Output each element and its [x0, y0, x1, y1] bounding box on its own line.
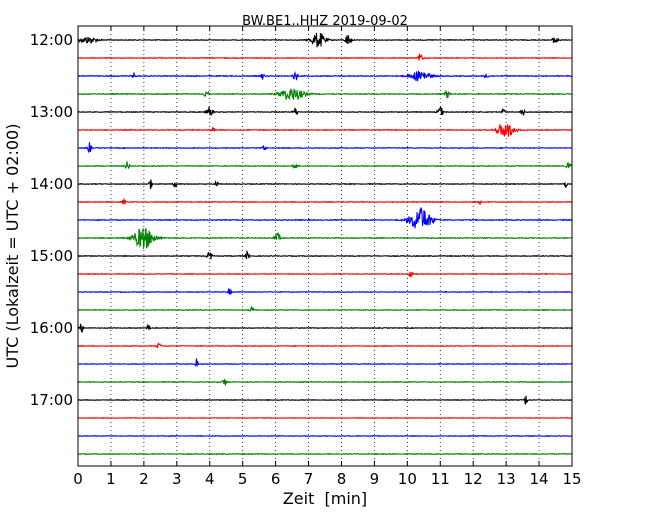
trace-1415	[77, 197, 573, 205]
y-tick-label: 17:00	[30, 391, 73, 409]
trace-1200	[77, 32, 573, 48]
x-tick-label: 12	[464, 470, 483, 488]
x-tick-label: 15	[562, 470, 581, 488]
plot-frame	[77, 25, 573, 467]
trace-1345	[77, 161, 573, 170]
trace-1215	[77, 53, 573, 61]
x-tick-label: 3	[172, 470, 182, 488]
trace-1445	[77, 228, 573, 249]
trace-1230	[77, 70, 573, 82]
x-axis-label: Zeit [min]	[283, 489, 367, 508]
x-tick-label: 7	[304, 470, 314, 488]
trace-1430	[77, 207, 573, 229]
y-tick-label: 12:00	[30, 31, 73, 49]
x-tick-label: 10	[398, 470, 417, 488]
y-axis-label: UTC (Lokalzeit = UTC + 02:00)	[3, 124, 22, 369]
trace-1600	[77, 323, 573, 334]
x-tick-label: 6	[271, 470, 281, 488]
trace-1545	[78, 305, 573, 312]
x-tick-label: 8	[337, 470, 347, 488]
trace-1530	[77, 287, 573, 295]
trace-group	[77, 32, 573, 456]
trace-1715	[77, 416, 573, 420]
x-tick-label: 9	[370, 470, 380, 488]
x-tick-label: 14	[530, 470, 549, 488]
x-tick-label: 13	[497, 470, 516, 488]
trace-1615	[77, 342, 573, 349]
trace-1700	[77, 395, 573, 405]
x-tick-label: 2	[139, 470, 149, 488]
trace-1730	[77, 434, 573, 438]
x-tick-label: 5	[238, 470, 248, 488]
trace-1330	[77, 142, 573, 154]
trace-1400	[77, 179, 573, 189]
x-tick-label: 11	[431, 470, 450, 488]
trace-1500	[77, 249, 573, 260]
y-tick-label: 16:00	[30, 319, 73, 337]
x-tick-label: 1	[106, 470, 116, 488]
y-tick-label: 15:00	[30, 247, 73, 265]
chart-title: BW.BE1..HHZ 2019-09-02	[242, 14, 408, 29]
y-tick-label: 13:00	[30, 103, 73, 121]
trace-1315	[77, 123, 573, 137]
trace-1630	[77, 358, 573, 367]
trace-1300	[77, 105, 573, 116]
trace-1515	[77, 271, 573, 278]
trace-1245	[77, 88, 573, 101]
x-axis: 0 1 2 3 4 5 6 7 8 9 10 11 12 13 14 15	[73, 26, 582, 488]
x-tick-label: 4	[205, 470, 215, 488]
y-axis: 12:00 13:00 14:00 15:00 16:00 17:00	[30, 31, 572, 409]
x-tick-label: 0	[73, 470, 83, 488]
trace-1745	[77, 452, 573, 456]
y-tick-label: 14:00	[30, 175, 73, 193]
vertical-grid	[110, 26, 540, 466]
trace-1645	[77, 378, 573, 386]
